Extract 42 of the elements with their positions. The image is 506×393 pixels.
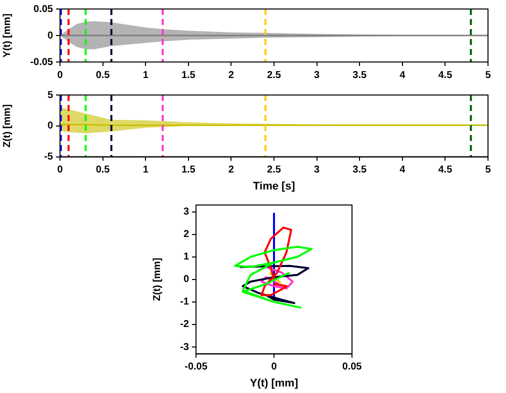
x-tick-label: 2 [228,70,234,81]
x-tick-label: 4.5 [438,70,453,81]
x-tick-label: 2.5 [267,164,282,176]
y-tick-label: -3 [180,342,190,353]
x-tick-label: 4 [400,164,406,176]
x-axis-title: Y(t) [mm] [250,377,298,390]
y-tick-label: 3 [183,206,190,218]
x-tick-label: 0.5 [96,164,110,176]
x-tick-label: 4 [400,70,406,81]
x-tick-label: 1 [142,70,149,81]
x-tick-label: 0 [57,70,64,81]
y-tick-label: -1 [180,296,190,308]
x-tick-label: 0 [271,362,278,373]
x-tick-label: 4.5 [438,164,453,176]
x-tick-label: 1.5 [181,70,196,81]
x-tick-label: 2 [228,164,234,176]
x-tick-label: 3 [314,70,320,81]
y-tick-label: 0 [183,274,190,286]
y-axis-title: Z(t) [mm] [152,258,163,302]
y-tick-label: -2 [180,319,190,330]
x-tick-label: 1.5 [181,164,196,176]
x-tick-label: 5 [485,70,492,81]
y-tick-label: 2 [183,229,190,240]
y-tick-label: 0.05 [34,4,54,15]
x-tick-label: 0.05 [342,362,362,373]
y-axis-title: Z(t) [mm] [2,104,13,148]
x-tick-label: 1 [142,164,149,176]
x-tick-label: 3.5 [352,70,367,81]
y-tick-label: 1 [183,252,190,263]
x-axis-title: Time [s] [253,180,296,192]
x-tick-label: 5 [485,164,492,176]
x-tick-label: 0 [57,164,64,176]
x-tick-label: 0.5 [96,70,110,81]
y-tick-label: 0 [47,120,54,132]
x-tick-label: 3 [314,164,320,176]
y-tick-label: 0 [47,30,54,42]
y-tick-label: -5 [44,152,54,163]
y-tick-label: 5 [47,90,54,101]
y-axis-title: Y(t) [mm] [2,14,13,58]
x-tick-label: 3.5 [352,164,367,176]
y-tick-label: -0.05 [30,56,54,68]
x-tick-label: 2.5 [267,70,282,81]
